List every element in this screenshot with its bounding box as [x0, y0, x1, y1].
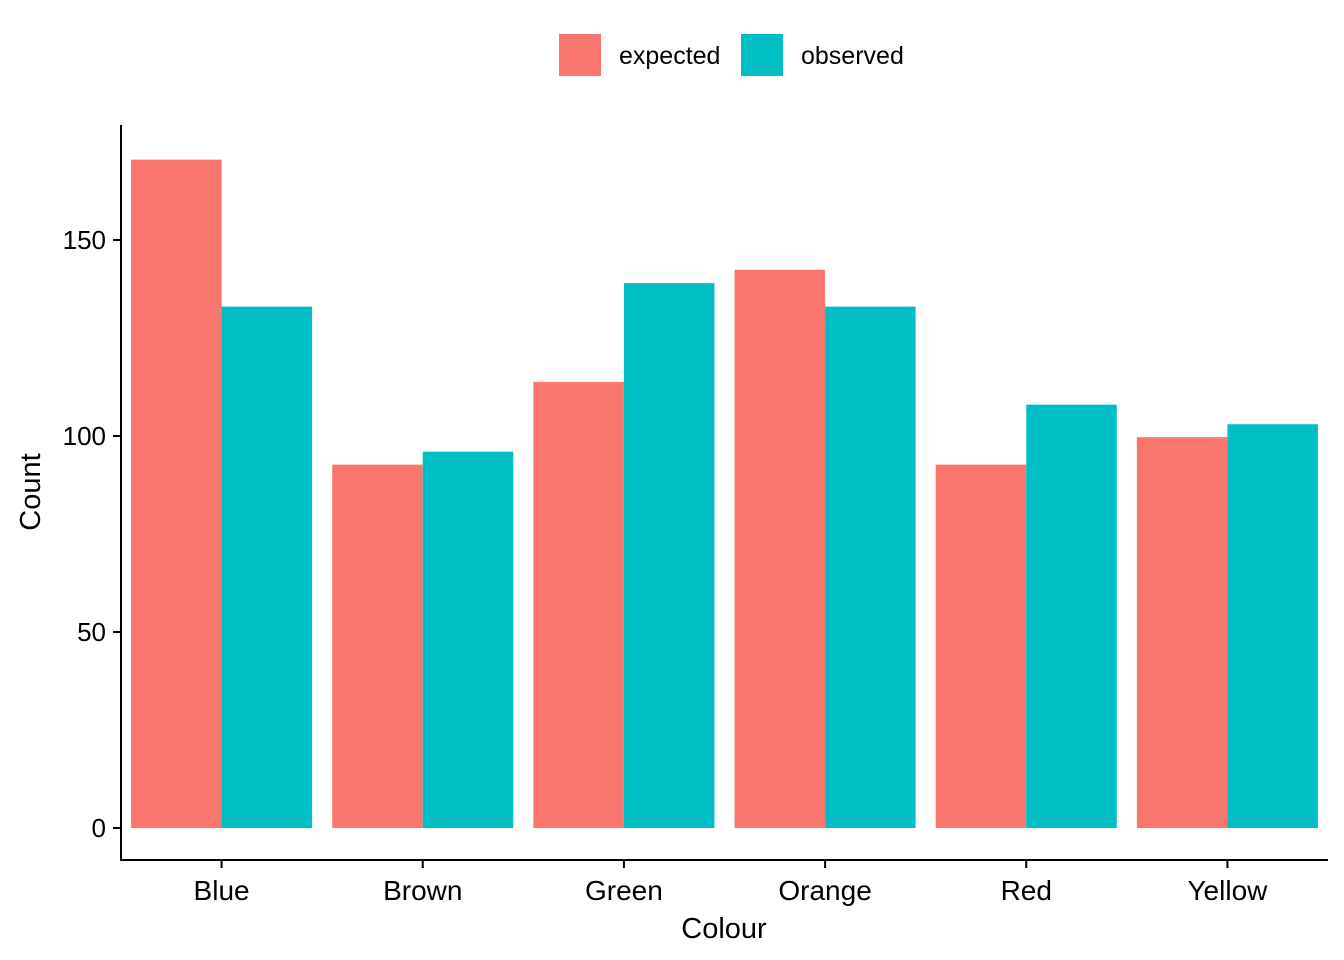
bar-orange-observed — [825, 306, 916, 828]
y-tick-label: 100 — [63, 421, 106, 451]
y-tick-label: 150 — [63, 225, 106, 255]
bars — [131, 159, 1318, 828]
legend-swatch-observed — [741, 34, 783, 76]
bar-brown-expected — [332, 464, 423, 828]
bar-yellow-expected — [1136, 437, 1228, 828]
legend: expected observed — [559, 34, 904, 76]
legend-label-observed: observed — [801, 42, 904, 70]
x-tick-label: Green — [585, 875, 663, 906]
x-tick-label: Red — [1001, 875, 1052, 906]
bar-red-expected — [935, 464, 1027, 828]
bar-orange-expected — [734, 269, 826, 828]
bar-blue-observed — [221, 306, 313, 828]
legend-label-expected: expected — [619, 42, 720, 70]
y-tick-label: 0 — [92, 813, 106, 843]
x-tick-label: Orange — [778, 875, 871, 906]
x-axis-title: Colour — [681, 913, 767, 945]
x-tick-label: Blue — [194, 875, 250, 906]
legend-swatch-expected — [559, 34, 601, 76]
x-tick-label: Yellow — [1187, 875, 1268, 906]
y-axis-title: Count — [15, 453, 47, 530]
y-tick-label: 50 — [77, 617, 106, 647]
bar-yellow-observed — [1227, 424, 1318, 828]
bar-red-observed — [1026, 404, 1117, 828]
bar-blue-expected — [131, 159, 222, 828]
bar-brown-observed — [422, 451, 514, 828]
y-axis-ticks: 0 50 100 150 — [63, 225, 121, 843]
bar-green-observed — [623, 283, 715, 828]
bar-green-expected — [533, 381, 624, 828]
x-axis-ticks: Blue Brown Green Orange Red Yellow — [194, 860, 1268, 906]
x-tick-label: Brown — [383, 875, 462, 906]
